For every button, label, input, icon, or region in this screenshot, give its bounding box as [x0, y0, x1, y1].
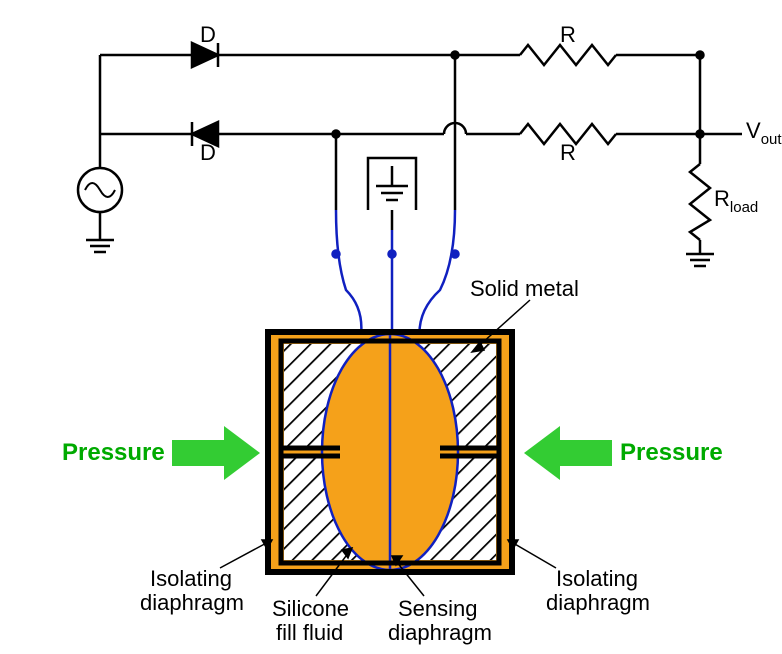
label-r-top: R — [560, 22, 576, 47]
label-d-top: D — [200, 22, 216, 47]
label-silicone: Siliconefill fluid — [272, 596, 349, 645]
label-sensing: Sensingdiaphragm — [388, 596, 492, 645]
label-r-bottom: R — [560, 140, 576, 165]
label-d-bottom: D — [200, 140, 216, 165]
label-solid-metal: Solid metal — [470, 276, 579, 301]
label-iso-right: Isolatingdiaphragm — [546, 566, 650, 615]
pressure-arrow-left — [172, 426, 260, 480]
sensor-body — [268, 332, 512, 572]
label-pressure-left: Pressure — [62, 439, 165, 466]
ac-source — [78, 134, 122, 252]
pressure-arrow-right — [524, 426, 612, 480]
resistor-load — [690, 164, 710, 240]
circuit — [78, 43, 742, 266]
resistor-top — [520, 45, 616, 65]
center-ground — [368, 158, 416, 230]
label-iso-left: Isolatingdiaphragm — [140, 566, 244, 615]
label-vout: Vout — [746, 118, 782, 148]
label-pressure-right: Pressure — [620, 439, 723, 466]
label-rload: Rload — [714, 186, 758, 216]
